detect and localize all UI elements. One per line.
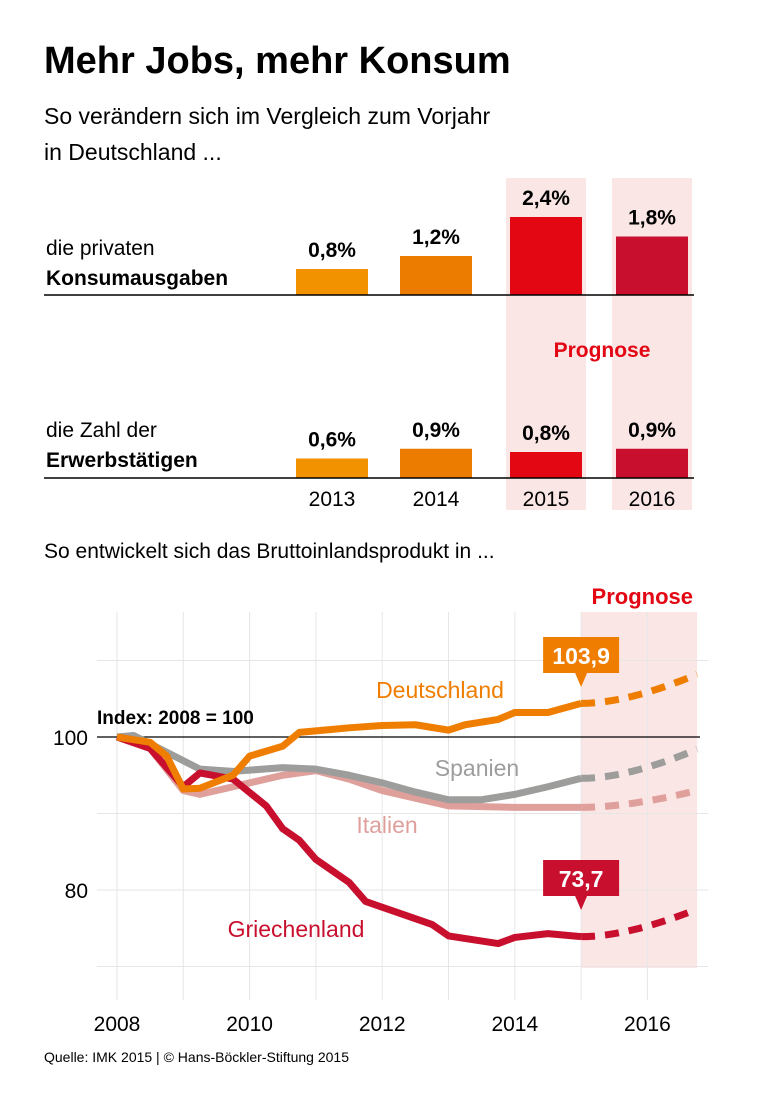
x-tick-2012: 2012 bbox=[359, 1013, 406, 1036]
series-label-Spanien: Spanien bbox=[435, 755, 519, 781]
x-tick-2014: 2014 bbox=[413, 488, 460, 511]
x-tick-2016: 2016 bbox=[624, 1013, 671, 1036]
forecast-line-Deutschland bbox=[581, 671, 699, 707]
y-tick-80: 80 bbox=[65, 880, 88, 903]
x-tick-2015: 2015 bbox=[523, 488, 570, 511]
callout-deutschland-box bbox=[543, 637, 620, 673]
title: Mehr Jobs, mehr Konsum bbox=[44, 40, 511, 82]
x-tick-2010: 2010 bbox=[226, 1013, 273, 1036]
y-tick-100: 100 bbox=[53, 727, 88, 750]
bar-value-label: 0,8% bbox=[522, 422, 570, 445]
bar-0-2013 bbox=[296, 269, 368, 295]
bar-value-label: 0,9% bbox=[412, 419, 460, 442]
series-label-1-line2: Erwerbstätigen bbox=[46, 449, 198, 472]
forecast-label: Prognose bbox=[554, 339, 651, 362]
x-tick-2016: 2016 bbox=[629, 488, 676, 511]
line-chart-title: So entwickelt sich das Bruttoinlandsprod… bbox=[44, 540, 495, 563]
callout-griechenland-box bbox=[543, 860, 620, 896]
x-tick-2013: 2013 bbox=[309, 488, 356, 511]
x-tick-2008: 2008 bbox=[94, 1013, 141, 1036]
series-label-Griechenland: Griechenland bbox=[228, 916, 365, 942]
callout-griechenland-pointer bbox=[575, 896, 588, 910]
bar-0-2016 bbox=[616, 236, 688, 295]
bar-value-label: 1,2% bbox=[412, 226, 460, 249]
bar-value-label: 0,8% bbox=[308, 239, 356, 262]
bar-value-label: 1,8% bbox=[628, 207, 676, 230]
bar-1-2014 bbox=[400, 448, 472, 478]
callout-deutschland-value: 103,9 bbox=[552, 643, 610, 669]
bar-value-label: 2,4% bbox=[522, 187, 570, 210]
series-label-Italien: Italien bbox=[356, 812, 417, 838]
x-tick-2014: 2014 bbox=[491, 1013, 538, 1036]
series-label-0-line2: Konsumausgaben bbox=[46, 267, 228, 290]
bar-0-2015 bbox=[510, 217, 582, 295]
forecast-label: Prognose bbox=[592, 584, 693, 609]
forecast-line-Spanien bbox=[581, 746, 699, 782]
callout-deutschland-pointer bbox=[575, 673, 588, 687]
bar-1-2015 bbox=[510, 452, 582, 478]
series-label-Deutschland: Deutschland bbox=[376, 677, 504, 703]
source: Quelle: IMK 2015 | © Hans-Böckler-Stiftu… bbox=[44, 1049, 349, 1065]
line-Griechenland bbox=[115, 733, 582, 948]
series-label-1-line1: die Zahl der bbox=[46, 419, 157, 442]
series-label-0-line1: die privaten bbox=[46, 237, 155, 260]
bar-1-2016 bbox=[616, 448, 688, 478]
forecast-line-Italien bbox=[581, 787, 698, 811]
forecast-line-Griechenland bbox=[581, 905, 699, 941]
line-Deutschland bbox=[116, 699, 583, 793]
bar-0-2014 bbox=[400, 256, 472, 295]
index-annotation: Index: 2008 = 100 bbox=[97, 708, 254, 729]
subtitle-line1: So verändern sich im Vergleich zum Vorja… bbox=[44, 103, 490, 129]
subtitle-line2: in Deutschland ... bbox=[44, 139, 222, 165]
bar-value-label: 0,6% bbox=[308, 429, 356, 452]
callout-griechenland-value: 73,7 bbox=[559, 866, 604, 892]
line-Spanien bbox=[116, 731, 582, 804]
bar-1-2013 bbox=[296, 458, 368, 478]
bar-value-label: 0,9% bbox=[628, 419, 676, 442]
